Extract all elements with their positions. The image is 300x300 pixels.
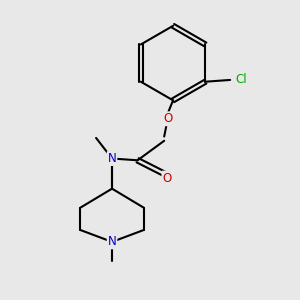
Text: N: N bbox=[108, 236, 116, 248]
Text: O: O bbox=[163, 112, 172, 125]
Text: N: N bbox=[108, 152, 116, 165]
Text: Cl: Cl bbox=[235, 74, 247, 86]
Text: O: O bbox=[162, 172, 172, 184]
